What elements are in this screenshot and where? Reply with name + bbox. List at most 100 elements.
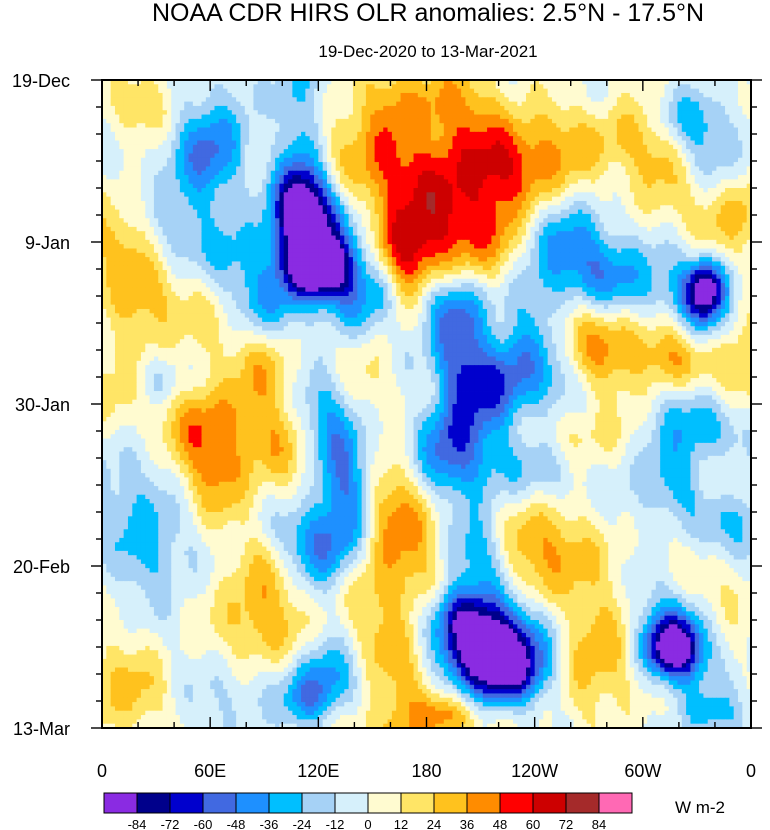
field-cell [257, 218, 263, 223]
field-cell [690, 84, 696, 90]
field-cell [253, 101, 259, 107]
field-cell [694, 170, 700, 176]
field-cell [543, 92, 549, 98]
field-cell [439, 144, 445, 150]
field-cell [331, 97, 337, 102]
field-cell [205, 162, 211, 167]
field-cell [564, 105, 570, 111]
field-cell [409, 183, 414, 189]
field-cell [738, 92, 743, 98]
field-cell [582, 183, 587, 189]
field-cell [383, 149, 388, 154]
field-cell [430, 149, 436, 154]
field-cell [660, 192, 665, 198]
field-cell [534, 205, 540, 210]
field-cell [365, 105, 371, 111]
field-cell [430, 200, 436, 206]
field-cell [422, 144, 427, 150]
field-cell [461, 157, 466, 163]
field-cell [430, 123, 436, 128]
field-cell [106, 175, 112, 180]
field-cell [378, 153, 384, 159]
field-cell [456, 131, 462, 137]
field-cell [166, 170, 172, 176]
field-cell [166, 136, 172, 141]
field-cell [642, 179, 648, 185]
field-cell [543, 218, 549, 223]
field-cell [140, 110, 146, 115]
field-cell [530, 200, 536, 206]
field-cell [205, 166, 211, 172]
field-cell [253, 192, 259, 198]
field-cell [703, 123, 709, 128]
field-cell [642, 200, 648, 206]
field-cell [114, 88, 120, 94]
field-cell [318, 131, 324, 137]
field-cell [634, 175, 639, 180]
field-cell [651, 205, 657, 210]
field-cell [292, 162, 298, 167]
field-cell [738, 110, 743, 115]
field-cell [106, 209, 112, 215]
field-cell [712, 105, 717, 111]
field-cell [123, 80, 129, 85]
field-cell [452, 97, 458, 102]
field-cell [223, 140, 228, 146]
field-cell [642, 110, 648, 115]
field-cell [452, 131, 458, 137]
field-cell [378, 200, 384, 206]
field-cell [569, 218, 575, 223]
field-cell [153, 149, 159, 154]
field-cell [508, 136, 514, 141]
field-cell [629, 183, 635, 189]
field-cell [569, 97, 575, 102]
field-cell [205, 144, 211, 150]
field-cell [642, 123, 648, 128]
field-cell [508, 123, 514, 128]
field-cell [387, 157, 393, 163]
field-cell [409, 144, 414, 150]
field-cell [309, 127, 315, 133]
field-cell [526, 188, 531, 193]
field-cell [443, 196, 449, 202]
field-cell [244, 222, 250, 228]
field-cell [504, 84, 510, 90]
field-cell [491, 127, 497, 133]
field-cell [153, 188, 159, 193]
field-cell [240, 213, 246, 219]
field-cell [335, 153, 341, 159]
field-cell [188, 209, 194, 215]
field-cell [474, 179, 479, 185]
field-cell [599, 149, 605, 154]
field-cell [430, 192, 436, 198]
field-cell [249, 140, 254, 146]
field-cell [686, 170, 691, 176]
field-cell [339, 213, 345, 219]
field-cell [378, 101, 384, 107]
field-cell [344, 97, 350, 102]
field-cell [599, 153, 605, 159]
field-cell [495, 118, 501, 124]
field-cell [331, 136, 337, 141]
field-cell [253, 166, 259, 172]
field-cell [114, 144, 120, 150]
field-cell [296, 88, 302, 94]
field-cell [270, 80, 276, 85]
field-cell [218, 222, 224, 228]
field-cell [127, 114, 133, 120]
field-cell [474, 149, 479, 154]
field-cell [249, 192, 254, 198]
field-cell [309, 153, 315, 159]
field-cell [582, 149, 587, 154]
field-cell [192, 123, 198, 128]
field-cell [677, 162, 683, 167]
field-cell [305, 166, 311, 172]
field-cell [378, 80, 384, 85]
field-cell [560, 80, 566, 85]
field-cell [465, 153, 471, 159]
field-cell [140, 209, 146, 215]
field-cell [413, 144, 419, 150]
field-cell [660, 110, 665, 115]
field-cell [738, 205, 743, 210]
field-cell [729, 88, 735, 94]
